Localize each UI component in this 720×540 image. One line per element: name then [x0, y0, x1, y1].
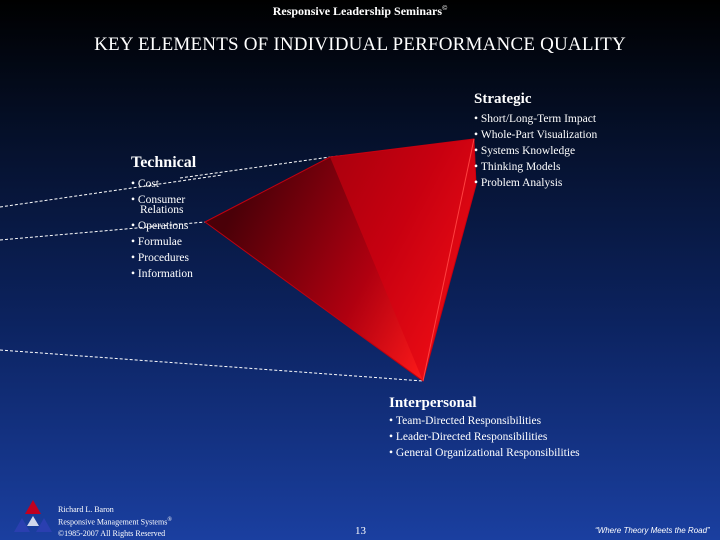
strategic-item: Thinking Models — [474, 159, 674, 175]
strategic-heading: Strategic — [474, 91, 532, 107]
technical-list: Cost Consumer Relations Operations Formu… — [131, 176, 241, 282]
interpersonal-heading: Interpersonal — [389, 395, 477, 411]
brand-header: Responsive Leadership Seminars© — [0, 4, 720, 19]
tagline: “Where Theory Meets the Road” — [595, 526, 710, 535]
strategic-item: Whole-Part Visualization — [474, 127, 674, 143]
connector-line-4 — [179, 156, 331, 179]
technical-item: Procedures — [131, 250, 241, 266]
footer-credits: Richard L. Baron Responsive Management S… — [58, 504, 172, 539]
interpersonal-item: General Organizational Responsibilities — [389, 445, 649, 461]
interpersonal-list: Team-Directed Responsibilities Leader-Di… — [389, 413, 649, 461]
technical-item: Operations — [131, 218, 241, 234]
strategic-item: Systems Knowledge — [474, 143, 674, 159]
technical-item: Cost — [131, 176, 241, 192]
connector-line-3 — [0, 349, 424, 382]
strategic-item: Problem Analysis — [474, 175, 674, 191]
copyright: ©1985-2007 All Rights Reserved — [58, 528, 166, 538]
page-title: KEY ELEMENTS OF INDIVIDUAL PERFORMANCE Q… — [94, 34, 626, 55]
company-mark: ® — [167, 517, 172, 523]
technical-item: Consumer — [131, 192, 241, 208]
technical-item-continuation: Relations — [140, 204, 184, 216]
triangle-edge — [422, 138, 475, 382]
strategic-list: Short/Long-Term Impact Whole-Part Visual… — [474, 111, 674, 191]
brand-mark: © — [442, 4, 448, 12]
technical-item: Information — [131, 266, 241, 282]
interpersonal-item: Leader-Directed Responsibilities — [389, 429, 649, 445]
triangle-highlight-face — [330, 139, 476, 381]
triangle-logo-icon — [14, 500, 52, 532]
company-name: Responsive Management Systems — [58, 517, 168, 527]
interpersonal-item: Team-Directed Responsibilities — [389, 413, 649, 429]
author-name: Richard L. Baron — [58, 505, 114, 514]
page-number: 13 — [355, 525, 366, 537]
company-line: Responsive Management Systems® — [58, 515, 172, 528]
technical-item: Formulae — [131, 234, 241, 250]
brand-name: Responsive Leadership Seminars — [272, 4, 443, 18]
technical-heading: Technical — [131, 154, 197, 171]
strategic-item: Short/Long-Term Impact — [474, 111, 674, 127]
